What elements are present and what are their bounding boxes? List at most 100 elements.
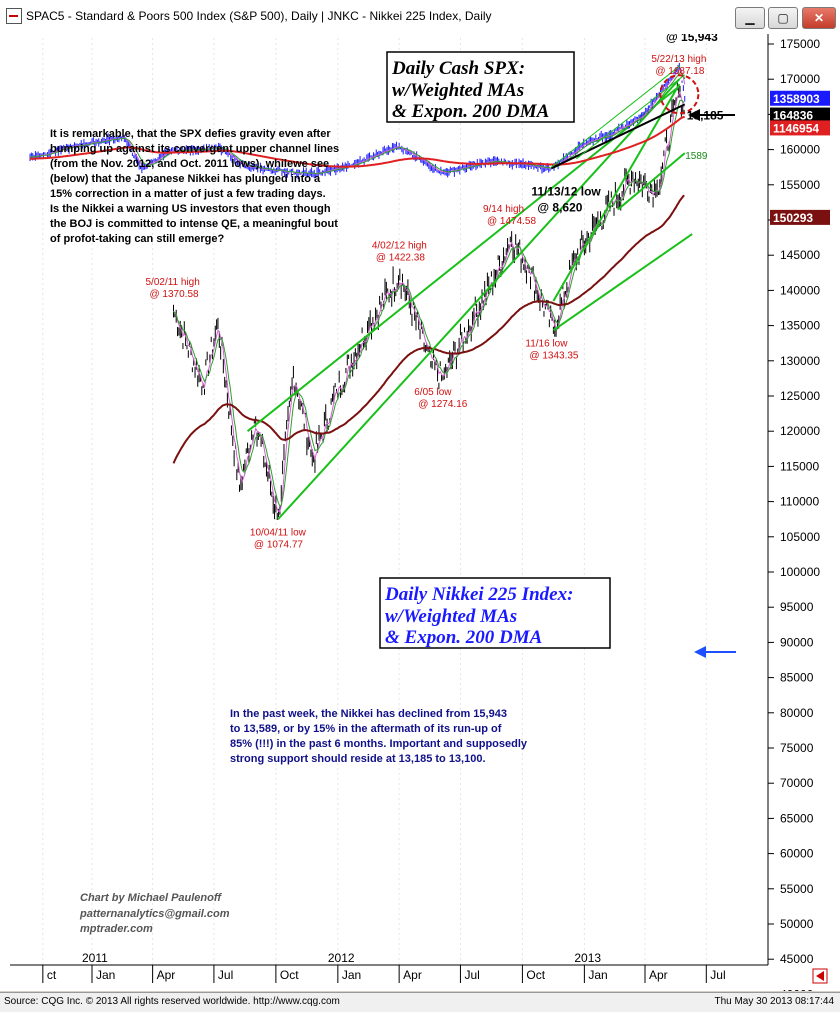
nikkei-ema200-flag	[770, 120, 830, 136]
spx-commentary-line: (below) that the Japanese Nikkei has plu…	[50, 173, 321, 185]
chart-canvas[interactable]: 5/02/11 high@ 1370.58 10/04/11 low@ 1074.…	[0, 14, 840, 1001]
spx-channel-line	[552, 83, 681, 302]
x-tick-label: Jan	[588, 968, 607, 982]
nikkei-commentary-line: strong support should reside at 13,185 t…	[230, 753, 486, 765]
y-tick-label: 95000	[780, 600, 814, 614]
y-tick-label: 50000	[780, 917, 814, 931]
y-tick-label: 60000	[780, 847, 814, 861]
nikkei-ema200-flag-label: 1146954	[773, 121, 819, 135]
y-tick-label: 170000	[780, 72, 820, 86]
spx-commentary-line: It is remarkable, that the SPX defies gr…	[50, 128, 331, 140]
nikkei-commentary: In the past week, the Nikkei has decline…	[230, 708, 528, 765]
x-tick-label: Jul	[218, 968, 233, 982]
spx-annotation-value: @ 1370.58	[150, 289, 200, 300]
x-tick-label: Apr	[403, 968, 422, 982]
y-tick-label: 175000	[780, 37, 820, 51]
spx-annotation-label: 5/22/13 high	[651, 54, 706, 65]
x-tick-label: Oct	[280, 968, 299, 982]
x-year-label: 2012	[328, 951, 355, 965]
y-tick-label: 40000	[780, 987, 814, 991]
spx-commentary-line: bumping up against its convergent upper …	[50, 143, 339, 155]
nikkei-annotation-value: @ 8,620	[537, 200, 582, 214]
x-year-label: 2011	[82, 951, 108, 965]
y-tick-label: 55000	[780, 882, 814, 896]
chart-app-icon	[6, 8, 22, 24]
y-tick-label: 160000	[780, 143, 820, 157]
spx-annotation-label: 6/05 low	[414, 387, 452, 398]
y-tick-label: 105000	[780, 530, 820, 544]
credit-email: patternanalytics@gmail.com	[79, 908, 230, 920]
nikkei-ema200	[29, 115, 685, 168]
spx-support-label: 1589	[685, 151, 708, 162]
spx-title-line-2: w/Weighted MAs	[392, 80, 524, 101]
x-tick-label: Apr	[649, 968, 668, 982]
x-tick-label: Jul	[710, 968, 725, 982]
spx-high-circle	[659, 74, 700, 115]
spx-annotation-value: @ 1474.58	[487, 216, 537, 227]
spx-annotation-label: 5/02/11 high	[146, 277, 200, 288]
y-tick-label: 75000	[780, 741, 814, 755]
x-tick-label: Jan	[96, 968, 115, 982]
y-tick-label: 155000	[780, 178, 820, 192]
nikkei-commentary-line: In the past week, the Nikkei has decline…	[230, 708, 507, 720]
maximize-button[interactable]: ▢	[768, 7, 798, 29]
y-tick-label: 85000	[780, 671, 814, 685]
nikkei-annotation-value: @ 15,943	[666, 34, 718, 44]
spx-commentary: It is remarkable, that the SPX defies gr…	[50, 128, 339, 245]
spx-annotation-label: 9/14 high	[483, 204, 524, 215]
timestamp: Thu May 30 2013 08:17:44	[714, 996, 834, 1007]
credit-site: mptrader.com	[80, 923, 153, 935]
spx-commentary-line: (from the Nov. 2012, and Oct. 2011 lows)…	[50, 158, 329, 170]
spx-annotation-value: @ 1074.77	[254, 539, 304, 550]
x-year-label: 2013	[574, 951, 601, 965]
spx-commentary-line: of profot-taking can still emerge?	[50, 233, 224, 245]
spx-title-line-1: Daily Cash SPX:	[391, 58, 525, 79]
nikkei-wma-slow	[29, 71, 686, 175]
spx-last-flag-label: 164836	[773, 109, 813, 123]
spx-ema200-flag-label: 150293	[773, 211, 813, 225]
nikkei-commentary-line: to 13,589, or by 15% in the aftermath of…	[230, 723, 502, 735]
spx-annotation-label: 11/16 low	[525, 338, 568, 349]
nikkei-title-line-1: Daily Nikkei 225 Index:	[384, 584, 573, 605]
spx-annotation-label: 4/02/12 high	[372, 241, 427, 252]
spx-ema200	[172, 194, 685, 464]
spx-wma-slow	[173, 99, 685, 507]
nikkei-last-flag-label: 1358903	[773, 92, 820, 106]
y-tick-label: 70000	[780, 776, 814, 790]
close-button[interactable]: ✕	[802, 7, 836, 29]
nikkei-support-label: 13,185	[687, 108, 724, 122]
chart-credits: Chart by Michael Paulenoff patternanalyt…	[79, 892, 230, 935]
x-tick-label: Jan	[342, 968, 361, 982]
chart-area[interactable]: 5/02/11 high @ 1370.58 10/04/11 low @ 1074.…	[0, 14, 840, 1001]
y-tick-label: 80000	[780, 706, 814, 720]
y-tick-label: 45000	[780, 952, 814, 966]
nikkei-channel-line	[575, 74, 686, 160]
minimize-button[interactable]: ▁	[735, 7, 765, 29]
arrow-left-icon	[688, 109, 700, 121]
y-tick-label: 130000	[780, 354, 820, 368]
spx-last-flag	[770, 107, 830, 123]
nikkei-channel-line	[551, 65, 681, 168]
nikkei-title-box	[379, 577, 611, 649]
y-tick-label: 135000	[780, 319, 820, 333]
x-tick-label: Jul	[464, 968, 479, 982]
y-tick-label: 65000	[780, 811, 814, 825]
nikkei-commentary-line: 85% (!!!) in the past 6 months. Importan…	[230, 738, 528, 750]
nikkei-support-line	[550, 103, 686, 170]
spx-annotation-value: @ 1274.16	[418, 399, 468, 410]
spx-annotation-value: @ 1343.35	[529, 350, 579, 361]
y-tick-label: 115000	[780, 459, 819, 473]
credit-author: Chart by Michael Paulenoff	[80, 892, 222, 904]
spx-annotation-value: @ 1422.38	[376, 253, 426, 264]
nikkei-annotation-label: 11/13/12 low	[531, 184, 601, 198]
spx-commentary-line: the BOJ is committed to intense QE, a me…	[50, 218, 338, 230]
spx-annotation-value: @ 1687.18	[655, 66, 705, 77]
source-text: Source: CQG Inc. © 2013 All rights reser…	[4, 996, 340, 1007]
arrow-left-icon	[816, 971, 824, 981]
x-tick-label: Apr	[157, 968, 176, 982]
nikkei-title-line-2: w/Weighted MAs	[385, 606, 517, 627]
spx-channel-line	[246, 85, 680, 432]
arrow-left-icon	[694, 646, 706, 658]
spx-title-line-3: & Expon. 200 DMA	[392, 101, 549, 122]
x-tick-label: Oct	[526, 968, 545, 982]
